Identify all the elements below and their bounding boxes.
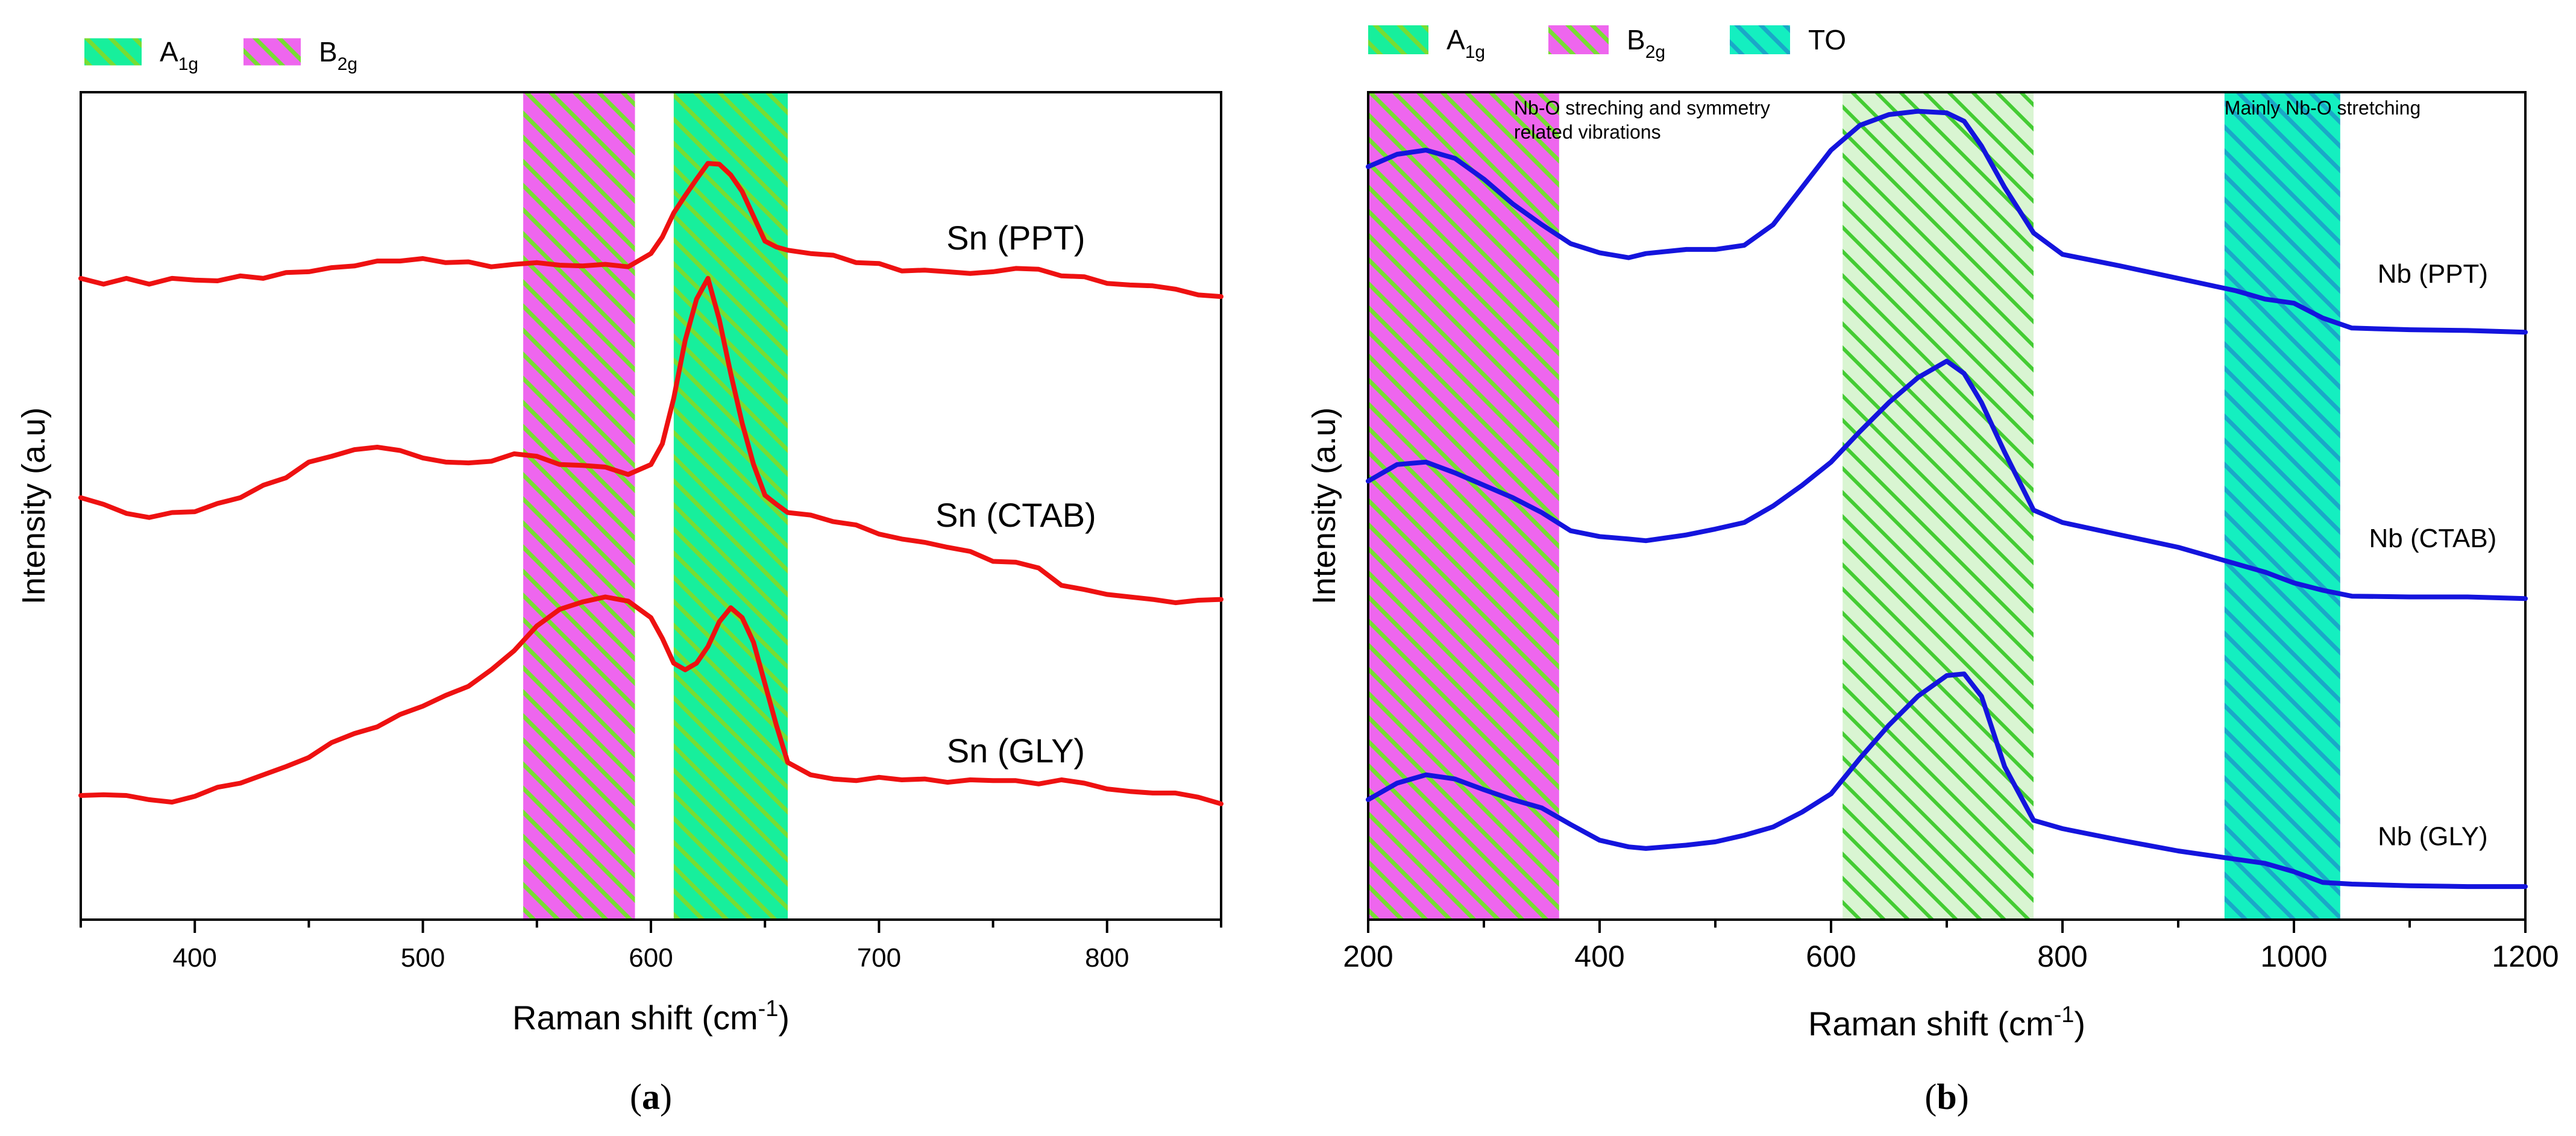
legend-label-b2g: B2g <box>319 36 357 74</box>
series-lines-a <box>78 161 1224 806</box>
x-axis-label-b: Raman shift (cm-1) <box>1808 1002 2085 1043</box>
panel-label-b: (b) <box>1924 1077 1968 1117</box>
legend-swatch-b2g <box>243 38 301 66</box>
annotation-text: Mainly Nb-O stretching <box>2225 97 2420 119</box>
legend-label-a1g: A1g <box>160 36 198 74</box>
series-line-nb-ctab <box>1366 359 2528 601</box>
annotation-text: Nb-O streching and symmetry related vibra… <box>1514 97 1770 143</box>
series-label: Sn (GLY) <box>947 732 1085 770</box>
legend-b: A1g B2g TO <box>1368 24 1846 62</box>
legend-label-a1g: A1g <box>1447 24 1485 62</box>
legend-swatch-to <box>1730 25 1790 54</box>
series-line-sn-ppt <box>78 161 1224 300</box>
series-labels-b: Nb (PPT) Nb (CTAB) Nb (GLY) <box>2369 259 2496 852</box>
series-line-sn-ctab <box>78 275 1224 606</box>
x-ticks-a: 400 500 600 700 800 <box>80 920 1222 973</box>
band-to <box>2224 92 2340 920</box>
bands-a <box>523 92 788 920</box>
legend-label-to: TO <box>1808 24 1846 55</box>
x-tick-label: 200 <box>1343 940 1393 973</box>
band-a1g <box>1842 92 2034 920</box>
x-tick-label: 1000 <box>2260 940 2327 973</box>
band-b2g <box>523 92 635 920</box>
x-tick-label: 400 <box>172 943 216 973</box>
x-tick-label: 400 <box>1574 940 1624 973</box>
bands-b <box>1368 92 2340 920</box>
legend-swatch-a1g <box>84 38 142 66</box>
band-a1g <box>673 92 788 920</box>
y-axis-label-a: Intensity (a.u) <box>16 407 52 604</box>
x-ticks-b: 200 400 600 800 1000 1200 <box>1343 920 2559 973</box>
panel-label-a: (a) <box>630 1077 672 1117</box>
legend-swatch-a1g <box>1368 25 1428 54</box>
x-tick-label: 600 <box>1806 940 1856 973</box>
annotations-b: Nb-O streching and symmetry related vibra… <box>1514 97 2420 143</box>
panel-a: A1g B2g 400 500 600 700 800 Sn (PPT) Sn (CTAB)… <box>16 36 1224 1117</box>
series-label: Nb (CTAB) <box>2369 524 2496 553</box>
series-label: Sn (PPT) <box>946 219 1085 257</box>
legend-a: A1g B2g <box>84 36 357 74</box>
legend-label-b2g: B2g <box>1627 24 1665 62</box>
x-tick-label: 800 <box>1085 943 1129 973</box>
series-labels-a: Sn (PPT) Sn (CTAB) Sn (GLY) <box>935 219 1096 770</box>
x-tick-label: 700 <box>857 943 901 973</box>
panel-b: A1g B2g TO 200 400 600 800 1000 1200 Nb (PPT)Nb… <box>1306 24 2559 1117</box>
x-tick-label: 1200 <box>2492 940 2559 973</box>
y-axis-label-b: Intensity (a.u) <box>1306 407 1342 604</box>
series-label: Nb (GLY) <box>2378 821 2488 851</box>
x-tick-label: 500 <box>401 943 445 973</box>
series-label: Sn (CTAB) <box>935 496 1096 534</box>
series-lines-b <box>1366 108 2528 890</box>
series-line-nb-gly <box>1366 671 2528 890</box>
series-line-sn-gly <box>78 594 1224 806</box>
series-line-nb-ppt <box>1366 108 2528 335</box>
legend-swatch-b2g <box>1548 25 1609 54</box>
x-tick-label: 800 <box>2037 940 2087 973</box>
x-axis-label-a: Raman shift (cm-1) <box>512 996 790 1037</box>
x-tick-label: 600 <box>629 943 673 973</box>
series-label: Nb (PPT) <box>2378 259 2488 289</box>
